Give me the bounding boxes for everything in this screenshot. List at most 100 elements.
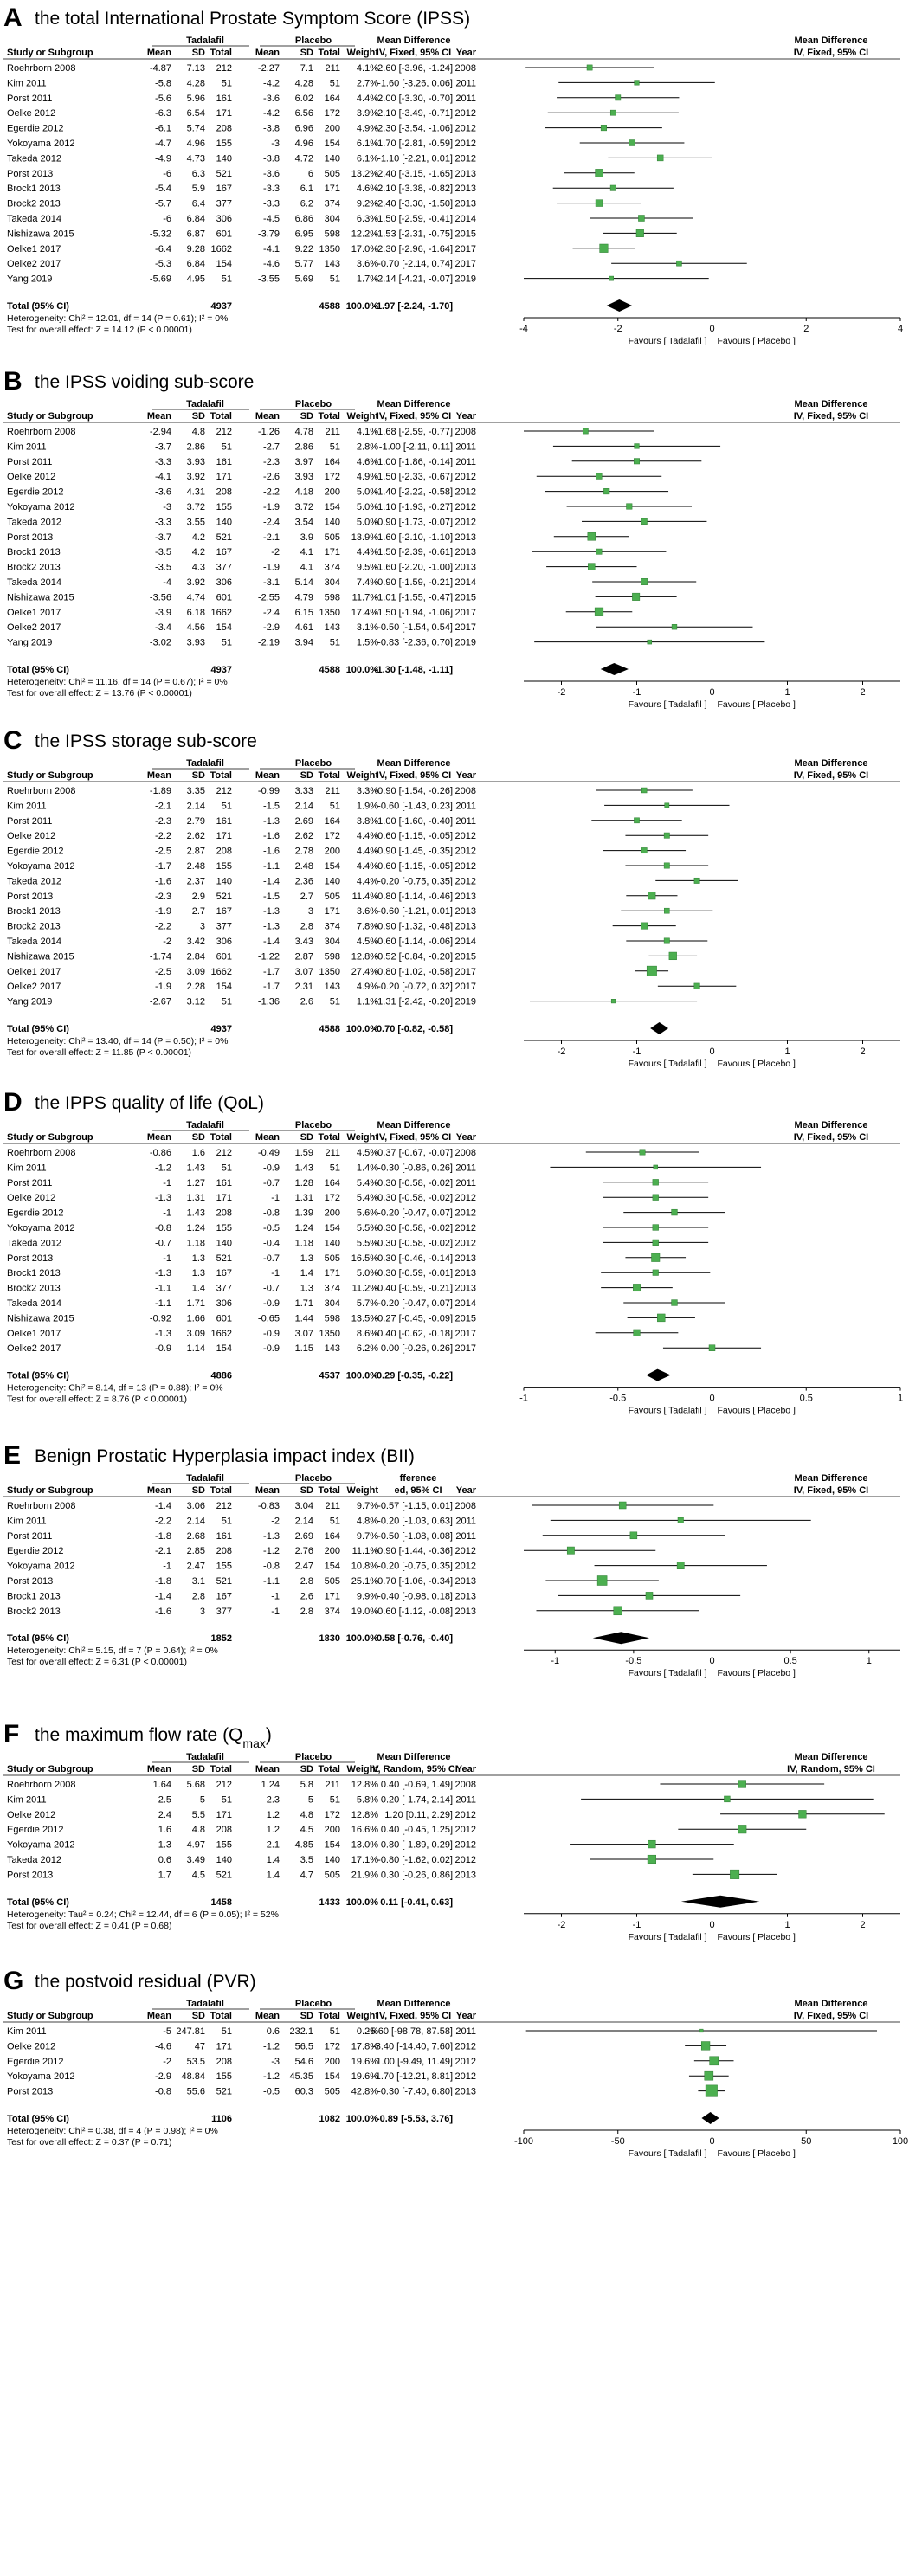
year-value: 2011 — [455, 457, 476, 467]
effect-square — [693, 877, 700, 884]
study-name: Takeda 2012 — [7, 876, 61, 886]
study-name: Nishizawa 2015 — [7, 951, 74, 962]
total2-value: 200 — [325, 487, 340, 498]
ci-value: -3.40 [-14.40, 7.60] — [372, 2041, 453, 2051]
weight-value: 5.4% — [357, 1178, 378, 1188]
ci-value: -0.30 [-0.86, 0.26] — [377, 1162, 453, 1173]
total2-header: Total — [319, 411, 340, 422]
weight-value: 1.9% — [357, 801, 378, 811]
year-value: 2008 — [455, 1148, 476, 1158]
mean1-value: -1.1 — [155, 1284, 171, 1294]
sd1-value: 2.84 — [187, 951, 205, 962]
total1-value: 161 — [216, 457, 232, 467]
ci-value: -0.40 [-0.62, -0.18] — [375, 1329, 454, 1339]
x-tick-label: 0 — [709, 324, 714, 334]
favours-left-label: Favours [ Tadalafil ] — [629, 2148, 707, 2159]
total1-value: 306 — [216, 1298, 232, 1309]
ci-value: -1.01 [-1.55, -0.47] — [375, 592, 454, 602]
sd1-value: 2.37 — [187, 876, 205, 886]
total-label: Total (95% CI) — [7, 1897, 69, 1908]
total1-value: 171 — [216, 472, 232, 482]
year-value: 2012 — [455, 124, 476, 134]
total1-value: 167 — [216, 906, 232, 917]
weight-value: 5.4% — [357, 1193, 378, 1203]
year-value: 2012 — [455, 876, 476, 886]
total1-value: 140 — [216, 153, 232, 164]
effect-square — [596, 548, 603, 555]
mean1-value: -2.3 — [155, 892, 171, 902]
mean2-value: -1.36 — [258, 997, 280, 1008]
effect-square — [609, 184, 616, 191]
group2-header: Placebo — [295, 1120, 332, 1130]
sd2-header: SD — [300, 48, 313, 58]
sd2-value: 2.76 — [295, 1546, 313, 1556]
effect-square — [626, 503, 633, 510]
mean1-value: -0.7 — [155, 1238, 171, 1248]
total1-value: 161 — [216, 93, 232, 104]
mean1-value: -1.1 — [155, 1298, 171, 1309]
weight-value: 6.1% — [357, 138, 378, 149]
favours-right-label: Favours [ Placebo ] — [718, 2148, 796, 2159]
mean1-value: -3.7 — [155, 532, 171, 543]
year-value: 2008 — [455, 1780, 476, 1790]
heterogeneity-text: Heterogeneity: Chi² = 11.16, df = 14 (P … — [7, 677, 228, 687]
total1-value: 155 — [216, 2071, 232, 2082]
sd2-value: 4.1 — [300, 563, 313, 573]
total1-value: 1662 — [211, 967, 232, 977]
year-value: 2013 — [455, 532, 476, 543]
sd1-value: 4.8 — [192, 427, 205, 437]
study-name: Porst 2013 — [7, 2087, 53, 2097]
year-header: Year — [456, 1132, 477, 1143]
mean2-value: -1.6 — [263, 847, 280, 857]
effect-square — [629, 1531, 638, 1540]
x-tick-label: -1 — [551, 1656, 559, 1666]
mean1-value: -2.1 — [155, 1546, 171, 1556]
mean2-value: -3.6 — [263, 169, 280, 179]
mean1-value: -3.4 — [155, 622, 171, 633]
study-name: Porst 2013 — [7, 169, 53, 179]
total2-header: Total — [319, 770, 340, 781]
weight-header: Weight — [347, 411, 379, 422]
x-tick-label: 50 — [801, 2136, 811, 2147]
total2-value: 154 — [325, 502, 340, 512]
study-name: Egerdie 2012 — [7, 1208, 63, 1219]
ci-value: -0.80 [-1.89, 0.29] — [377, 1840, 453, 1851]
ci-value: -2.10 [-3.38, -0.82] — [375, 184, 454, 194]
effect-square — [738, 1780, 746, 1788]
effect-square — [603, 488, 610, 495]
mean2-header: Mean — [255, 770, 280, 781]
group1-header: Tadalafil — [186, 1752, 224, 1762]
overall-effect-text: Test for overall effect: Z = 11.85 (P < … — [7, 1047, 191, 1058]
weight-value: 7.8% — [357, 922, 378, 932]
weight-value: 5.6% — [357, 1208, 378, 1219]
study-name: Oelke2 2017 — [7, 982, 61, 992]
md-header: Mean Difference — [377, 399, 451, 409]
total2-value: 200 — [325, 847, 340, 857]
weight-value: 0.2% — [357, 2026, 378, 2037]
effect-square — [639, 1149, 646, 1156]
effect-square — [596, 1575, 608, 1586]
total2-value: 51 — [330, 1516, 340, 1526]
total1-header: Total — [210, 1485, 232, 1496]
sd1-value: 1.4 — [192, 1284, 205, 1294]
year-value: 2012 — [455, 153, 476, 164]
ci-value: -0.27 [-0.45, -0.09] — [375, 1313, 454, 1323]
mean2-value: -2.7 — [263, 441, 280, 452]
ci-value: -0.60 [-1.15, -0.05] — [375, 861, 454, 872]
sd1-value: 1.24 — [187, 1223, 205, 1233]
study-name: Takeda 2014 — [7, 1298, 61, 1309]
sd2-value: 9.22 — [295, 244, 313, 254]
ci-value: -0.40 [-0.98, 0.18] — [377, 1591, 453, 1601]
sd2-value: 4.1 — [300, 547, 313, 557]
mean1-value: -2.67 — [150, 997, 171, 1008]
mean1-header: Mean — [147, 48, 171, 58]
effect-square — [632, 592, 641, 601]
ci-value: -0.20 [-0.72, 0.32] — [377, 982, 453, 992]
total2-value: 304 — [325, 1298, 340, 1309]
total1-value: 521 — [216, 1576, 232, 1587]
study-name: Brock1 2013 — [7, 184, 61, 194]
sd2-value: 1.71 — [295, 1298, 313, 1309]
sd2-value: 4.61 — [295, 622, 313, 633]
total2-value: 172 — [325, 108, 340, 119]
